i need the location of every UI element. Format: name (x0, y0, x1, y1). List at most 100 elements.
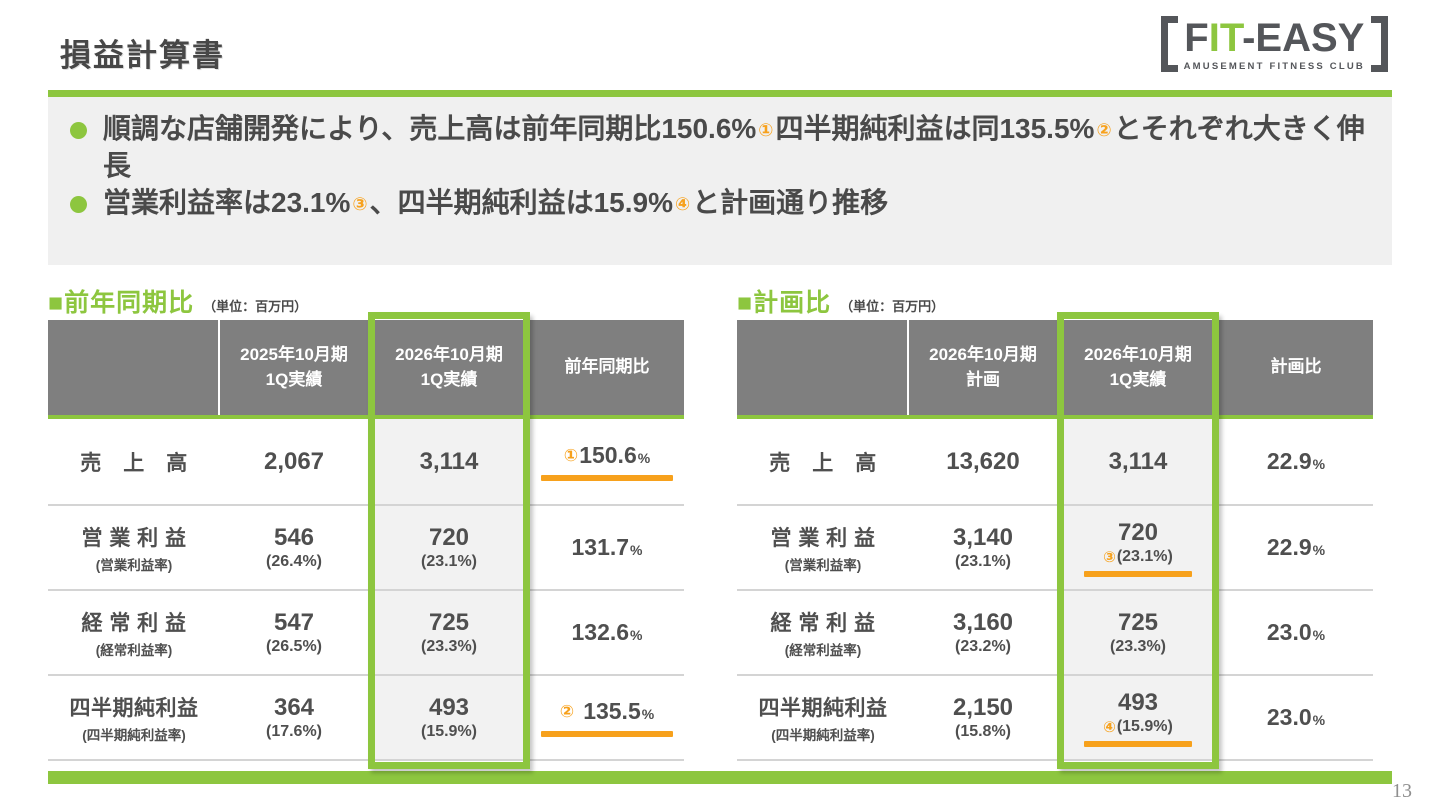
bullet-segment: とそれぞれ大きく伸長 (103, 113, 1365, 181)
yoy-table-title: ■前年同期比 (48, 289, 195, 317)
circled-number: ② (559, 701, 575, 721)
row-sublabel: (営業利益率) (784, 557, 862, 573)
cell-number: 3,114 (419, 447, 479, 475)
sub-number: (17.6%) (265, 723, 323, 740)
ratio-number: 131.7 (571, 534, 630, 560)
plan-table-header-row: 2026年10月期 計画 2026年10月期 1Q実績 計画比 (737, 320, 1373, 415)
row-label-cell: 経 常 利 益 (経常利益率) (48, 591, 220, 674)
value-cell: 2,067 (220, 419, 368, 504)
value-cell: 13,620 (909, 419, 1057, 504)
value-cell: ② 135.5% (530, 676, 684, 759)
bullet-segment: と計画通り推移 (692, 186, 889, 218)
cell-number: 725 (1117, 609, 1159, 636)
value-cell: 3,160 (23.2%) (909, 591, 1057, 674)
table-row: 経 常 利 益 (経常利益率) 3,160 (23.2%) 725 (23.3%) 23.0… (737, 589, 1373, 674)
cell-subvalue: ④ (15.9%) (1103, 718, 1173, 736)
value-cell: 23.0% (1219, 591, 1373, 674)
circled-number: ① (758, 120, 774, 140)
cell-number: 720 (428, 524, 470, 551)
bullet-segment: 順調な店舗開発により、売上高は前年同期比150.6% (103, 113, 757, 144)
header-underline (48, 415, 684, 419)
row-label: 経 常 利 益 (770, 611, 876, 635)
column-header-3: 前年同期比 (530, 320, 684, 415)
yoy-table-section: ■前年同期比 （単位：百万円） 2025年10月期 1Q実績 2026年10月期 … (48, 283, 684, 769)
row-label: 営 業 利 益 (770, 526, 876, 550)
column-header-0 (48, 320, 220, 415)
row-label-cell: 売 上 高 (737, 419, 909, 504)
bullet-segment: 営業利益率は23.1% (103, 186, 351, 218)
cell-number: 493 (1117, 688, 1159, 716)
percent-sign: % (630, 627, 643, 643)
ratio-value: ① 150.6% (564, 442, 650, 469)
table-row: 営 業 利 益 (営業利益率) 3,140 (23.1%) 720 ③ (23.1%) 22.… (737, 504, 1373, 589)
bullet-text: 営業利益率は23.1% ③、四半期純利益は15.9% ④と計画通り推移 (103, 185, 888, 222)
orange-underline (541, 731, 673, 737)
percent-sign: % (1312, 627, 1326, 643)
sub-number: (15.9%) (1116, 717, 1173, 735)
cell-subvalue: (23.3%) (1110, 638, 1166, 656)
row-sublabel: (四半期純利益率) (82, 727, 186, 743)
ratio-value: 22.9% (1267, 448, 1325, 475)
ratio-number: 132.6 (571, 619, 630, 645)
ratio-value: 23.0% (1267, 619, 1325, 646)
cell-subvalue: (15.8%) (955, 723, 1011, 741)
plan-table-body: 売 上 高 13,620 3,114 22.9% 営 業 利 益 (営業利益率) 3,140… (737, 419, 1373, 761)
sub-number: (23.1%) (420, 553, 478, 570)
percent-sign: % (1312, 456, 1326, 472)
percent-sign: % (1312, 542, 1326, 558)
percent-sign: % (630, 542, 643, 558)
cell-number: 2,150 (952, 694, 1014, 721)
fit-easy-logo: FIT-EASY AMUSEMENT FITNESS CLUB (1160, 16, 1388, 72)
value-cell: 22.9% (1219, 419, 1373, 504)
orange-underline (1084, 570, 1192, 577)
ratio-value: 23.0% (1267, 704, 1325, 731)
plan-table-section: ■計画比 （単位：百万円） 2026年10月期 計画 2026年10月期 1Q実績… (737, 283, 1373, 769)
table-row: 営 業 利 益 (営業利益率) 546 (26.4%) 720 (23.1%) 131.7% (48, 504, 684, 589)
plan-table: 2026年10月期 計画 2026年10月期 1Q実績 計画比 売 上 高 13,62… (737, 312, 1373, 769)
cell-number: 547 (273, 609, 315, 636)
top-green-divider (48, 90, 1392, 97)
ratio-number: 23.0 (1266, 704, 1312, 730)
sub-number: (26.4%) (265, 553, 323, 570)
sub-number: (23.1%) (954, 553, 1012, 570)
bullet-item: 営業利益率は23.1% ③、四半期純利益は15.9% ④と計画通り推移 (62, 185, 1374, 222)
cell-subvalue: (23.1%) (955, 553, 1011, 571)
value-cell: 132.6% (530, 591, 684, 674)
cell-number: 3,114 (1108, 447, 1168, 475)
cell-number: 13,620 (946, 447, 1020, 475)
value-cell: 725 (23.3%) (368, 591, 530, 674)
circled-number: ② (1096, 120, 1112, 140)
bullet-text: 順調な店舗開発により、売上高は前年同期比150.6% ①四半期純利益は同135.5… (103, 111, 1374, 185)
orange-underline (541, 475, 673, 481)
row-sublabel: (経常利益率) (95, 642, 173, 658)
row-label: 四半期純利益 (758, 696, 888, 720)
logo-wordmark: FIT-EASY (1184, 16, 1365, 60)
row-sublabel: (営業利益率) (95, 557, 173, 573)
column-header-1: 2025年10月期 1Q実績 (220, 320, 368, 415)
value-cell: 720 ③ (23.1%) (1057, 506, 1219, 589)
summary-bullet-panel: 順調な店舗開発により、売上高は前年同期比150.6% ①四半期純利益は同135.5… (48, 97, 1392, 265)
logo-subtitle: AMUSEMENT FITNESS CLUB (1183, 61, 1365, 72)
percent-sign: % (637, 450, 651, 466)
logo-right-bracket-icon (1371, 16, 1388, 72)
row-label: 経 常 利 益 (81, 611, 187, 635)
bullet-segment: 四半期純利益は同135.5% (775, 113, 1095, 144)
row-label: 四半期純利益 (69, 696, 199, 720)
sub-number: (23.2%) (954, 638, 1012, 655)
percent-sign: % (641, 706, 655, 722)
sub-number: (26.5%) (265, 638, 323, 655)
circled-number: ④ (674, 193, 691, 214)
row-label-cell: 経 常 利 益 (経常利益率) (737, 591, 909, 674)
ratio-number: 23.0 (1266, 619, 1312, 645)
circled-number: ③ (352, 193, 368, 214)
ratio-value: 131.7% (571, 534, 642, 561)
column-header-1: 2026年10月期 計画 (909, 320, 1057, 415)
row-label: 営 業 利 益 (81, 526, 187, 550)
header-underline (737, 415, 1373, 419)
value-cell: 3,114 (368, 419, 530, 504)
bullet-segment: 、四半期純利益は15.9% (369, 186, 673, 218)
cell-number: 546 (273, 524, 315, 551)
ratio-number: 135.5 (583, 698, 641, 724)
cell-subvalue: (26.5%) (266, 638, 322, 656)
